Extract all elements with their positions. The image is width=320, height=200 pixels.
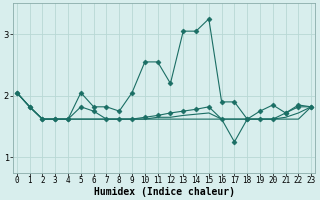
X-axis label: Humidex (Indice chaleur): Humidex (Indice chaleur) bbox=[93, 186, 235, 197]
